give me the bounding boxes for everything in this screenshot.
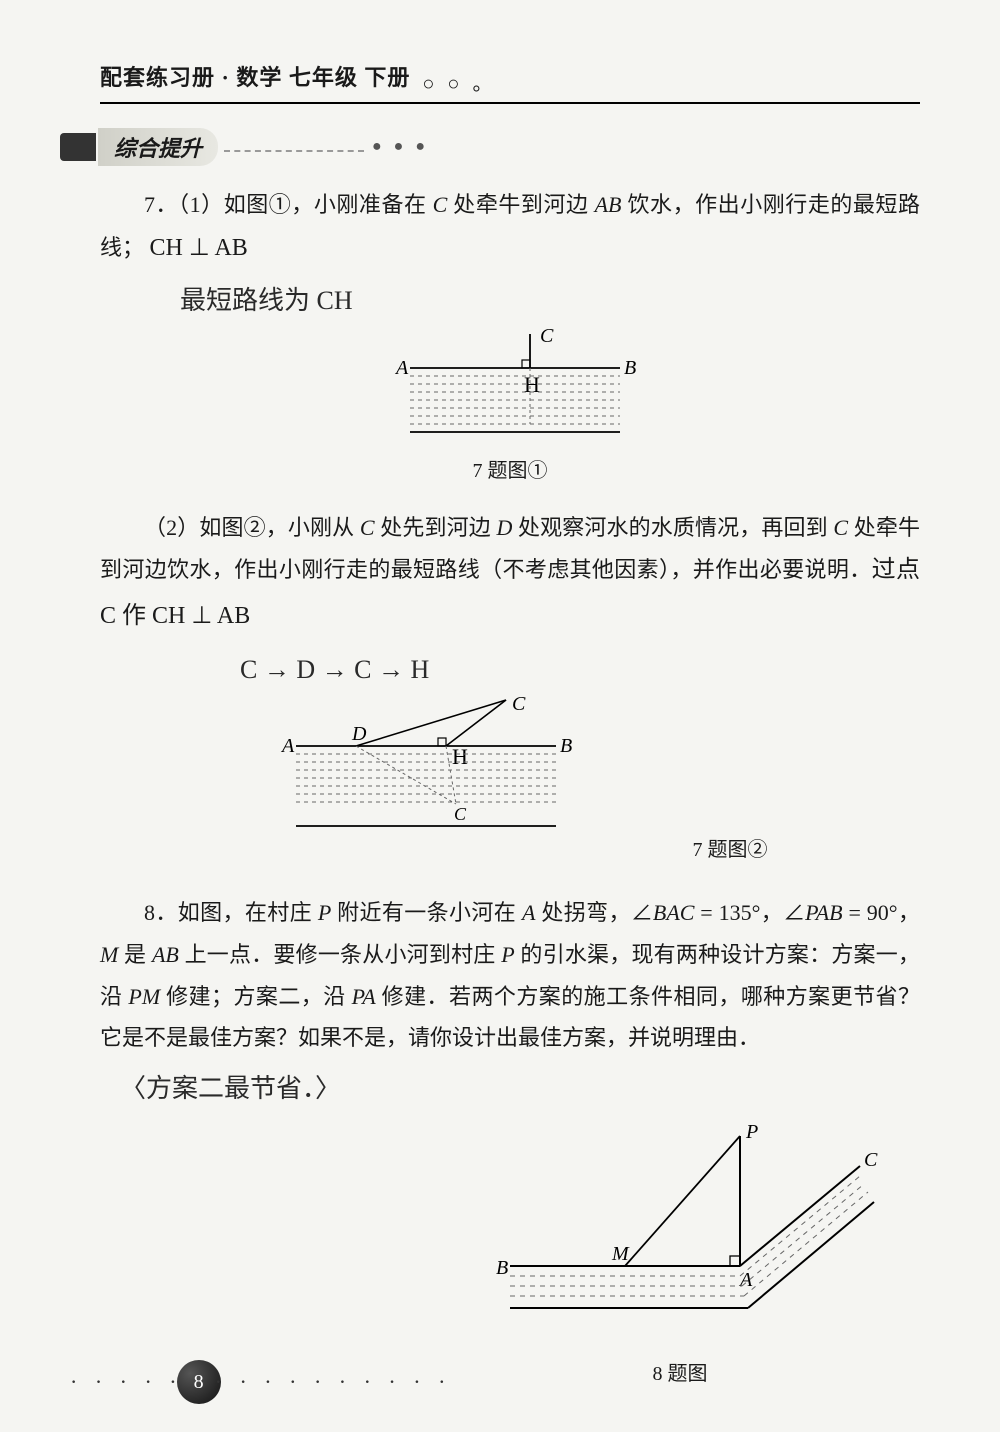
svg-text:H: H [524, 372, 540, 397]
svg-text:C: C [864, 1149, 878, 1171]
svg-text:C: C [540, 328, 554, 347]
figure-8-svg: B A C P M [480, 1116, 880, 1346]
svg-text:B: B [624, 357, 636, 379]
handwritten-answer-7-2b: C → D → C → H [240, 652, 920, 688]
svg-text:C: C [454, 804, 467, 824]
figure-7-2-svg: A B C D H C [276, 696, 576, 856]
figure-7-1-svg: C A B H [380, 328, 640, 448]
header-ornament: ○ ○ 。 [422, 67, 496, 96]
handwritten-answer-7-1b: 最短路线为 CH [180, 283, 920, 319]
figure-7-1: C A B H 7 题图① [100, 328, 920, 483]
svg-text:M: M [611, 1243, 630, 1265]
svg-text:H: H [452, 744, 468, 769]
svg-text:D: D [351, 723, 367, 745]
section-label: 综合提升 [98, 128, 218, 166]
section-heading: 综合提升 ● ● ● [60, 128, 920, 166]
svg-text:A: A [280, 735, 295, 757]
figure-7-1-caption: 7 题图① [100, 454, 920, 483]
figure-8: B A C P M 8 题图 [100, 1116, 880, 1386]
svg-text:B: B [496, 1257, 508, 1279]
svg-text:A: A [738, 1269, 753, 1291]
handwritten-answer-8: 〈方案二最节省．〉 [120, 1071, 920, 1107]
handwritten-answer-7-1a: CH ⊥ AB [150, 235, 248, 261]
section-dots: ● ● ● [372, 138, 429, 156]
figure-8-caption: 8 题图 [480, 1357, 880, 1386]
question-7-1: 7．（1）如图①，小刚准备在 C 处牵牛到河边 AB 饮水，作出小刚行走的最短路… [100, 184, 920, 271]
question-7-2: （2）如图②，小刚从 C 处先到河边 D 处观察河水的水质情况，再回到 C 处牵… [100, 507, 920, 640]
question-8: 8．如图，在村庄 P 附近有一条小河在 A 处拐弯，∠BAC = 135°，∠P… [100, 892, 920, 1059]
page-number-badge: · · · · · 8 · · · · · · · · · · [70, 1360, 451, 1404]
section-dash [224, 150, 364, 152]
svg-text:A: A [394, 357, 409, 379]
svg-text:B: B [560, 735, 572, 757]
svg-text:P: P [745, 1121, 758, 1143]
section-icon [60, 133, 96, 161]
figure-7-2: A B C D H C 7 题图② [100, 696, 880, 862]
badge-dots-left: · · · · · [70, 1369, 183, 1395]
badge-dots-right: · · · · · · · · · · [215, 1369, 452, 1395]
svg-text:C: C [512, 696, 526, 715]
figure-7-2-caption: 7 题图② [580, 833, 880, 862]
book-title: 配套练习册 · 数学 七年级 下册 [100, 65, 410, 90]
page-header: 配套练习册 · 数学 七年级 下册 ○ ○ 。 [100, 60, 920, 104]
